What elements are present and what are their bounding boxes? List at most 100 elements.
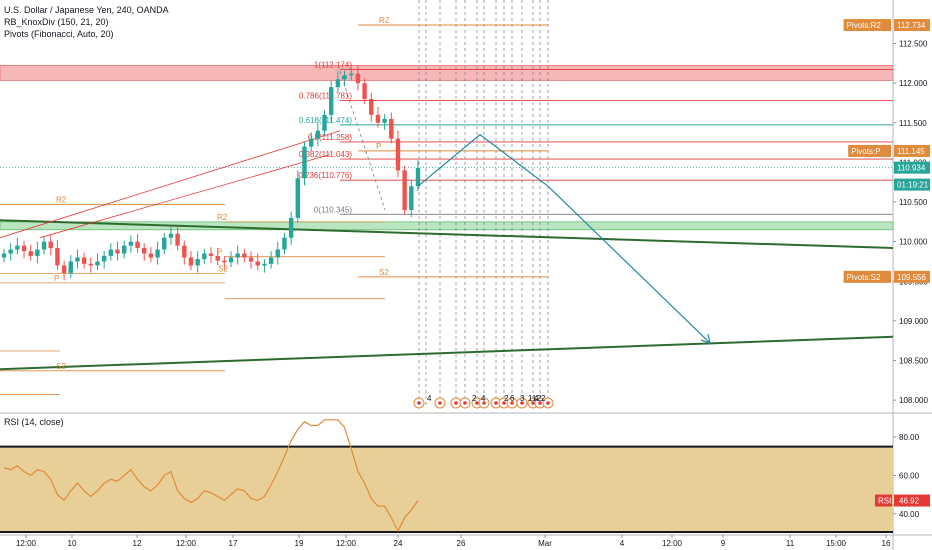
time-tick-label: 10 [68,539,77,548]
projection-arrow [700,333,711,344]
divergence-line [39,154,331,239]
candle-body [8,249,13,254]
event-count: 4 [427,394,432,403]
candle-body [75,257,80,262]
candle-body [335,79,341,88]
candle-body [382,118,387,123]
candle-body [295,178,301,218]
time-tick-label: 16 [882,539,891,548]
event-count: 4 [534,394,539,403]
candle-body [148,253,154,258]
divergence-line [0,130,341,239]
event-count: 2 [541,394,546,403]
candle-body [302,146,307,179]
candle-body [315,130,321,139]
fib-label: 0.786(111.781) [299,92,352,101]
candle-body [362,83,367,100]
price-tick-label: 108.500 [899,357,928,366]
symbol-title[interactable]: U.S. Dollar / Japanese Yen, 240, OANDA [4,5,169,15]
candle-body [248,257,254,262]
price-tick-label: 112.500 [899,40,928,49]
pivot-label: S2 [218,264,228,273]
candle-body [188,257,194,266]
candle-body [282,237,287,250]
event-marker-dot [502,401,506,405]
fib-label: 0.382(111.043) [299,150,352,159]
price-tick-label: 109.000 [899,317,928,326]
candle-body [255,261,260,266]
candle-body [242,253,247,258]
candle-body [235,253,240,258]
fib-label: 0(110.345) [314,205,352,214]
price-tag-label [848,144,891,157]
candle-body [268,257,274,264]
time-tick-label: 4 [620,539,625,548]
candle-body [328,87,334,115]
time-tick-label: Mar [538,539,552,548]
price-tag-label [843,270,891,283]
time-tick-label: 19 [295,539,304,548]
pivot-label: S2 [56,362,66,371]
pivot-label: R2 [56,195,67,204]
rsi-tick-label: 80.00 [899,433,920,442]
event-marker-dot [520,401,524,405]
fib-label: 1(112.174) [314,60,352,69]
event-marker-dot [417,401,421,405]
candle-body [55,247,60,266]
candle-body [215,255,220,261]
event-marker-dot [475,401,479,405]
event-marker-dot [546,401,550,405]
time-tick-label: 12:00 [176,539,197,548]
candle-body [175,233,180,246]
price-tag-value [894,178,930,191]
candle-body [95,261,100,266]
time-tick-label: 12 [133,539,142,548]
event-count: 3 [520,394,525,403]
candle-body [182,245,187,258]
candle-body [409,186,414,210]
candle-body [108,249,114,256]
projection-path [417,133,711,344]
candle-body [308,138,314,147]
candle-body [61,265,67,274]
candle-body [262,263,267,266]
candle-body [162,237,167,250]
resistance-zone [0,64,894,81]
candle-body [142,247,147,254]
pivot-label: S2 [379,268,389,277]
event-count: 4 [481,394,486,403]
pivot-label: R2 [217,213,228,222]
candle-body [228,257,234,263]
candle-body [202,253,207,260]
chart-legend: U.S. Dollar / Japanese Yen, 240, OANDA R… [4,4,169,40]
price-tag-value-text: 112.734 [897,21,926,30]
price-tag-label-text: Pivots:S2 [847,273,881,282]
candle-body [48,241,53,248]
uptrend-line [0,335,894,371]
indicator-pivots[interactable]: Pivots (Fibonacci, Auto, 20) [4,29,114,39]
event-marker-dot [438,401,442,405]
event-marker-dot [510,401,514,405]
event-count: 6 [510,394,515,403]
candle-body [115,249,120,254]
candle-body [208,253,214,256]
time-tick-label: 12:00 [336,539,357,548]
candle-body [288,217,294,238]
time-tick-label: 12:00 [662,539,683,548]
candle-body [369,99,374,115]
event-marker-dot [538,401,542,405]
rsi-label-tag [875,494,892,507]
time-tick-label: 26 [457,539,466,548]
candle-body [81,257,87,264]
price-tick-label: 110.000 [899,238,928,247]
rsi-tick-label: 40.00 [899,510,920,519]
time-tick-label: 17 [229,539,238,548]
rsi-title[interactable]: RSI (14, close) [4,417,64,427]
fib-label: 0.236(110.776) [298,171,352,180]
rsi-tick-label: 60.00 [899,471,920,480]
indicator-knoxdiv[interactable]: RB_KnoxDiv (150, 21, 20) [4,17,109,27]
candle-body [375,114,381,123]
time-tick-label: 15:00 [826,539,847,548]
pivot-label: P [54,274,59,283]
